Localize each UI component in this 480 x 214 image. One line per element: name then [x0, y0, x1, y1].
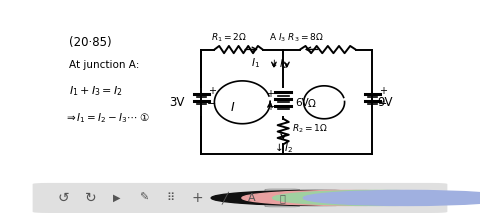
Text: $R_1=2\Omega$: $R_1=2\Omega$: [211, 32, 247, 44]
Text: A: A: [248, 193, 255, 203]
Text: At junction A:: At junction A:: [69, 60, 140, 70]
Circle shape: [242, 190, 449, 205]
FancyBboxPatch shape: [33, 183, 447, 213]
Text: −: −: [207, 99, 216, 109]
Text: $\downarrow I_2$: $\downarrow I_2$: [272, 141, 293, 155]
Text: 9V: 9V: [378, 96, 393, 109]
Text: $I_1$: $I_1$: [251, 56, 260, 70]
Text: (20·85): (20·85): [69, 36, 112, 49]
Text: 6V: 6V: [295, 98, 309, 108]
Text: ⠿: ⠿: [167, 193, 175, 203]
Text: +: +: [379, 86, 387, 96]
Text: 3V: 3V: [169, 96, 185, 109]
Text: ▶: ▶: [113, 193, 121, 203]
Text: ╱: ╱: [221, 192, 228, 204]
Text: A $I_3$ $R_3=8\Omega$: A $I_3$ $R_3=8\Omega$: [269, 32, 324, 44]
Circle shape: [211, 190, 419, 205]
Text: ↺: ↺: [58, 191, 69, 205]
Text: $\Omega$: $\Omega$: [307, 97, 316, 109]
Text: +: +: [208, 86, 216, 96]
Text: −: −: [378, 99, 387, 109]
Text: $I_1+I_3=I_2$: $I_1+I_3=I_2$: [69, 85, 123, 98]
FancyBboxPatch shape: [265, 189, 300, 207]
Text: +: +: [192, 191, 204, 205]
Circle shape: [273, 190, 480, 205]
Text: +: +: [266, 102, 274, 112]
Text: +: +: [266, 89, 274, 99]
Text: 🖼: 🖼: [279, 193, 285, 203]
Text: $\downarrow I_2$: $\downarrow I_2$: [267, 58, 288, 71]
Text: $\Rightarrow I_1=I_2-I_3\cdots$ ①: $\Rightarrow I_1=I_2-I_3\cdots$ ①: [64, 111, 150, 125]
Circle shape: [303, 190, 480, 205]
Text: $I$: $I$: [230, 101, 236, 114]
Text: $R_2=1\Omega$: $R_2=1\Omega$: [292, 122, 328, 135]
Text: ↻: ↻: [84, 191, 96, 205]
Text: ✎: ✎: [139, 193, 149, 203]
